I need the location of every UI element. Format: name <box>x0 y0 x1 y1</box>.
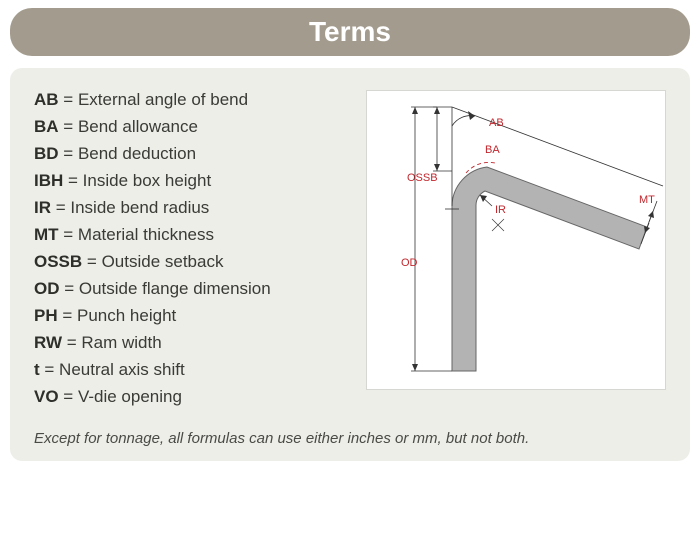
term-abbr: BA <box>34 117 59 136</box>
term-line: t = Neutral axis shift <box>34 360 348 380</box>
term-abbr: VO <box>34 387 59 406</box>
term-def: Material thickness <box>78 225 214 244</box>
term-line: BD = Bend deduction <box>34 144 348 164</box>
mt-label: MT <box>639 194 655 206</box>
ossb-arrow-bot <box>434 164 440 171</box>
term-def: Outside flange dimension <box>79 279 271 298</box>
header-banner: Terms <box>10 8 690 56</box>
term-def: Outside setback <box>102 252 224 271</box>
term-abbr: OD <box>34 279 60 298</box>
term-line: IBH = Inside box height <box>34 171 348 191</box>
term-line: IR = Inside bend radius <box>34 198 348 218</box>
term-line: RW = Ram width <box>34 333 348 353</box>
ab-label: AB <box>489 117 504 129</box>
bend-diagram: AB BA OSSB OD I <box>366 90 666 390</box>
ir-label: IR <box>495 204 506 216</box>
term-abbr: MT <box>34 225 59 244</box>
term-def: Punch height <box>77 306 176 325</box>
term-line: AB = External angle of bend <box>34 90 348 110</box>
ossb-label: OSSB <box>407 172 438 184</box>
term-abbr: t <box>34 360 40 379</box>
term-abbr: RW <box>34 333 62 352</box>
term-def: V-die opening <box>78 387 182 406</box>
term-abbr: OSSB <box>34 252 82 271</box>
term-abbr: IBH <box>34 171 63 190</box>
term-def: Neutral axis shift <box>59 360 185 379</box>
term-line: BA = Bend allowance <box>34 117 348 137</box>
mt-arr2 <box>644 226 650 233</box>
term-def: Inside bend radius <box>70 198 209 217</box>
term-def: Bend allowance <box>78 117 198 136</box>
term-abbr: BD <box>34 144 59 163</box>
term-line: PH = Punch height <box>34 306 348 326</box>
term-abbr: PH <box>34 306 58 325</box>
term-line: OSSB = Outside setback <box>34 252 348 272</box>
term-abbr: AB <box>34 90 59 109</box>
term-def: Bend deduction <box>78 144 196 163</box>
ab-arrow <box>468 111 475 120</box>
term-abbr: IR <box>34 198 51 217</box>
od-label: OD <box>401 257 418 269</box>
od-arrow-bot <box>412 364 418 371</box>
terms-list: AB = External angle of bend BA = Bend all… <box>34 90 348 414</box>
columns: AB = External angle of bend BA = Bend all… <box>34 90 666 414</box>
term-def: Inside box height <box>83 171 212 190</box>
term-line: OD = Outside flange dimension <box>34 279 348 299</box>
term-line: MT = Material thickness <box>34 225 348 245</box>
od-arrow-top <box>412 107 418 114</box>
content-panel: AB = External angle of bend BA = Bend all… <box>10 68 690 461</box>
term-line: VO = V-die opening <box>34 387 348 407</box>
ossb-arrow-top <box>434 107 440 114</box>
term-def: External angle of bend <box>78 90 248 109</box>
term-def: Ram width <box>81 333 161 352</box>
mt-arr1 <box>648 211 654 218</box>
footnote: Except for tonnage, all formulas can use… <box>34 430 666 447</box>
ba-label: BA <box>485 144 500 156</box>
header-title: Terms <box>309 16 391 47</box>
